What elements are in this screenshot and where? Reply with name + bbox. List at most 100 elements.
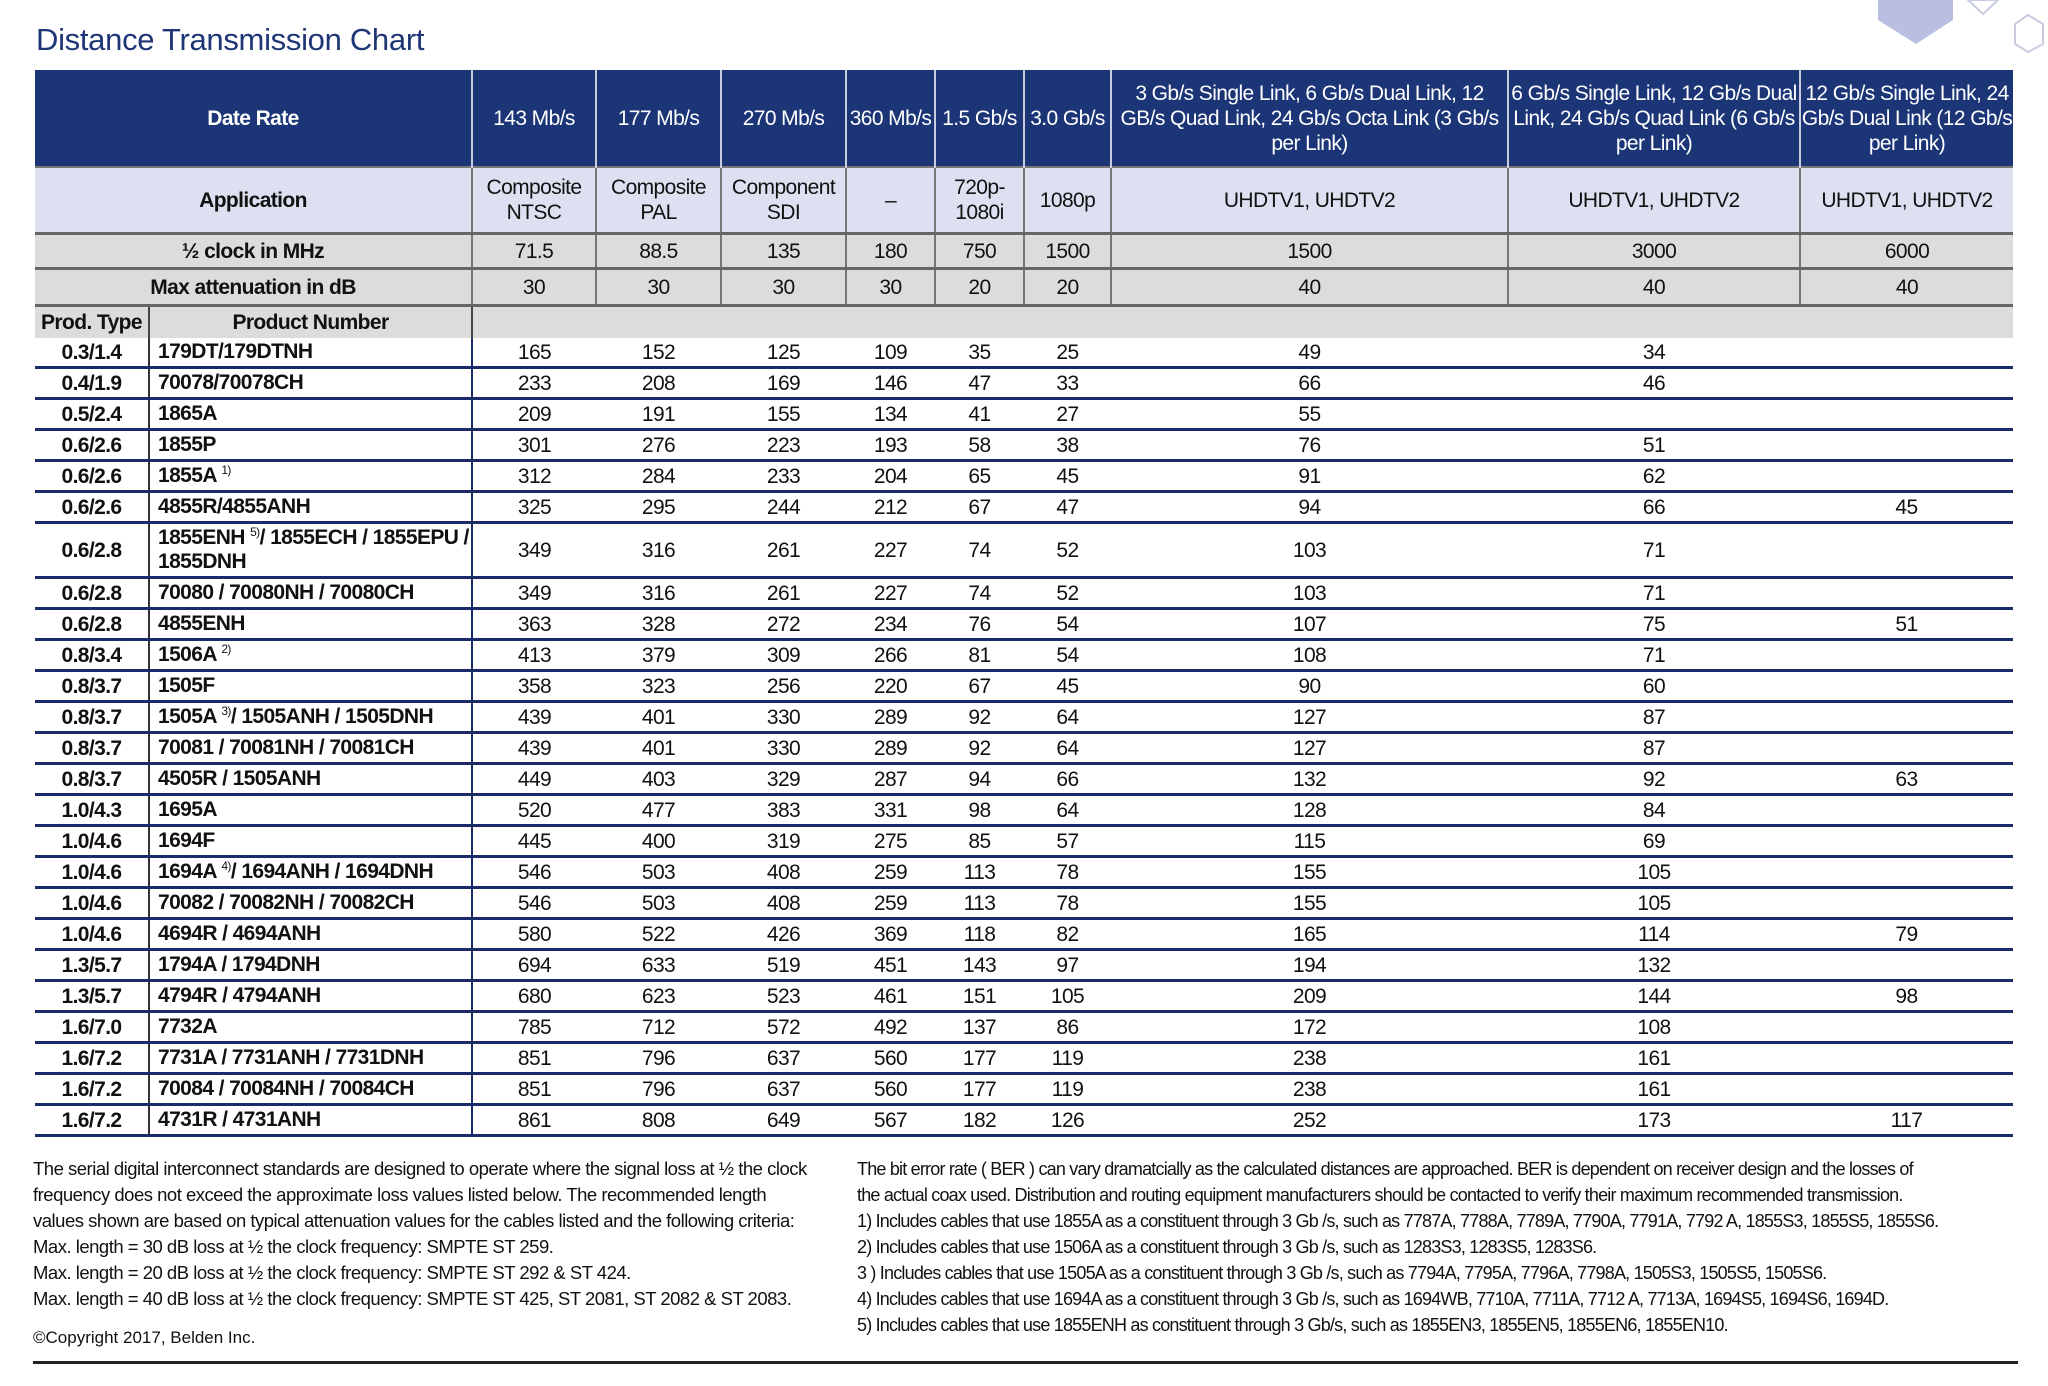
prod-type-cell: 0.6/2.6	[35, 491, 149, 524]
distance-value	[1800, 577, 2013, 610]
distance-value: 173	[1508, 1104, 1800, 1137]
product-number: 1695A	[158, 798, 217, 821]
prod-type-cell: 1.6/7.2	[35, 1073, 149, 1106]
rate-header: 6 Gb/s Single Link, 12 Gb/s Dual Link, 2…	[1507, 70, 1800, 167]
product-number: 1505A	[158, 705, 217, 728]
distance-value: 34	[1508, 338, 1800, 369]
table-row: 1.6/7.2 70084 / 70084NH / 70084CH 851 796 63…	[35, 1073, 2013, 1106]
product-number-cell: 1695A	[148, 794, 472, 827]
product-number-header: Product Number	[148, 304, 472, 338]
distance-value	[1800, 639, 2013, 672]
distance-value: 851	[471, 1042, 596, 1075]
distance-value: 119	[1024, 1073, 1111, 1106]
distance-value	[1800, 367, 2013, 400]
distance-value: 67	[935, 491, 1024, 524]
distance-value: 74	[935, 522, 1024, 579]
distance-value: 233	[721, 460, 846, 493]
distance-value: 323	[596, 670, 721, 703]
distance-value: 115	[1111, 825, 1508, 858]
distance-value: 87	[1508, 732, 1800, 765]
product-number-cell: 70078/70078CH	[148, 367, 472, 400]
prod-type-cell: 1.0/4.6	[35, 918, 149, 951]
distance-value: 275	[846, 825, 935, 858]
product-number-cell: 1855P	[148, 429, 472, 462]
distance-value: 227	[846, 577, 935, 610]
product-number: 4694R / 4694ANH	[158, 922, 321, 945]
distance-value: 212	[846, 491, 935, 524]
product-number: 1505F	[158, 674, 215, 697]
distance-value	[1800, 429, 2013, 462]
distance-value: 132	[1111, 763, 1508, 796]
distance-value	[1800, 398, 2013, 431]
distance-value: 86	[1024, 1011, 1111, 1044]
prod-type-cell: 1.0/4.6	[35, 856, 149, 889]
distance-value: 27	[1024, 398, 1111, 431]
distance-value: 103	[1111, 522, 1508, 579]
half-clock-cell: 71.5	[471, 232, 596, 269]
distance-value: 272	[721, 608, 846, 641]
distance-value: 567	[846, 1104, 935, 1137]
distance-value: 71	[1508, 577, 1800, 610]
prod-type-cell: 0.5/2.4	[35, 398, 149, 431]
table-row: 1.0/4.6 1694F 445 400 319 275 85 57 115 69	[35, 825, 2013, 858]
distance-value: 851	[471, 1073, 596, 1106]
product-number: 70082 / 70082NH / 70082CH	[158, 891, 414, 914]
distance-value: 128	[1111, 794, 1508, 827]
header-filler	[471, 304, 2013, 338]
distance-value: 546	[471, 856, 596, 889]
distance-value: 113	[935, 856, 1024, 889]
product-number-cell: 1505F	[148, 670, 472, 703]
half-clock-cell: 88.5	[595, 232, 721, 269]
prod-type-cell: 0.6/2.6	[35, 429, 149, 462]
distance-value: 191	[596, 398, 721, 431]
product-header-row: Prod. Type Product Number	[35, 304, 2013, 338]
half-clock-cell: 750	[934, 232, 1024, 269]
table-row: 1.0/4.6 4694R / 4694ANH 580 522 426 369 118 82 1…	[35, 918, 2013, 951]
distance-value: 105	[1508, 856, 1800, 889]
half-clock-label: ½ clock in MHz	[35, 232, 472, 269]
max-attenuation-label: Max attenuation in dB	[35, 267, 472, 306]
distance-value: 363	[471, 608, 596, 641]
product-number-cell: 1506A 2)	[148, 639, 472, 672]
note-line: 5) Includes cables that use 1855ENH as c…	[857, 1315, 1729, 1335]
distance-value: 244	[721, 491, 846, 524]
application-cell: UHDTV1, UHDTV2	[1507, 166, 1800, 234]
product-number-cell: 70080 / 70080NH / 70080CH	[148, 577, 472, 610]
prod-type-cell: 1.6/7.0	[35, 1011, 149, 1044]
distance-value: 137	[935, 1011, 1024, 1044]
distance-value: 503	[596, 856, 721, 889]
distance-value: 78	[1024, 887, 1111, 920]
distance-value: 52	[1024, 577, 1111, 610]
distance-value: 289	[846, 701, 935, 734]
note-line: 4) Includes cables that use 1694A as a c…	[857, 1289, 1889, 1309]
product-number: 1506A	[158, 643, 217, 666]
distance-value: 449	[471, 763, 596, 796]
max-attenuation-cell: 30	[595, 267, 721, 306]
distance-value	[1800, 1042, 2013, 1075]
distance-value: 47	[1024, 491, 1111, 524]
distance-value: 45	[1024, 460, 1111, 493]
distance-value: 358	[471, 670, 596, 703]
distance-value: 369	[846, 918, 935, 951]
distance-value: 114	[1508, 918, 1800, 951]
distance-value: 234	[846, 608, 935, 641]
distance-value: 84	[1508, 794, 1800, 827]
rate-header: 1.5 Gb/s	[934, 70, 1024, 167]
product-number-cell: 4855R/4855ANH	[148, 491, 472, 524]
distance-value: 383	[721, 794, 846, 827]
distance-value: 445	[471, 825, 596, 858]
prod-type-cell: 0.8/3.7	[35, 763, 149, 796]
distance-value	[1800, 949, 2013, 982]
max-attenuation-cell: 20	[1023, 267, 1111, 306]
footnote-marker: 5)	[250, 525, 260, 539]
product-number: 70078/70078CH	[158, 371, 304, 394]
distance-value: 81	[935, 639, 1024, 672]
application-cell: 720p-1080i	[934, 166, 1024, 234]
distance-value: 252	[1111, 1104, 1508, 1137]
distance-value: 63	[1800, 763, 2013, 796]
application-cell: Component SDI	[720, 166, 846, 234]
distance-value	[1800, 522, 2013, 579]
product-number-cell: 1855ENH 5)/ 1855ECH / 1855EPU / 1855DNH	[148, 522, 472, 579]
product-number-cell: 4794R / 4794ANH	[148, 980, 472, 1013]
distance-value: 649	[721, 1104, 846, 1137]
